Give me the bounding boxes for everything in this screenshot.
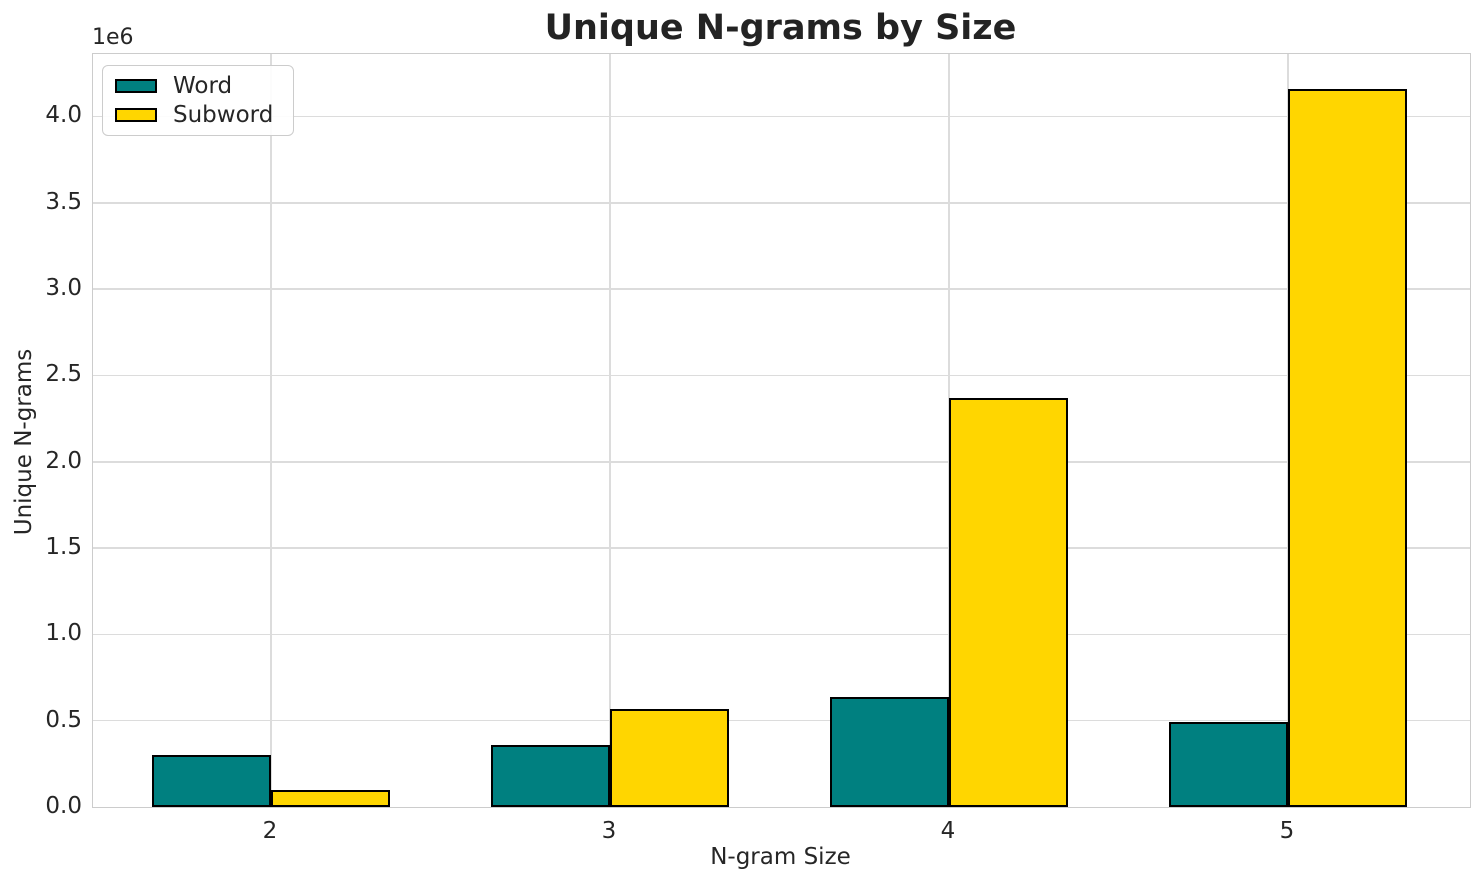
y-tick-label: 1.5 xyxy=(45,534,82,561)
bar-subword-4 xyxy=(948,397,1068,807)
y-tick-label: 2.5 xyxy=(45,361,82,388)
x-tick-label: 2 xyxy=(262,818,278,844)
gridline-horizontal xyxy=(93,719,1470,722)
x-tick-label: 4 xyxy=(940,818,956,844)
y-tick-label: 1.0 xyxy=(45,620,82,647)
legend-swatch-word xyxy=(115,79,157,93)
chart-title: Unique N-grams by Size xyxy=(544,8,1017,48)
x-tick-label: 5 xyxy=(1279,818,1295,844)
y-tick-label: 2.0 xyxy=(45,447,82,474)
bar-subword-2 xyxy=(270,789,390,807)
y-axis-offset-label: 1e6 xyxy=(92,25,134,50)
bar-subword-3 xyxy=(609,708,729,807)
gridline-horizontal xyxy=(93,115,1470,118)
gridline-horizontal xyxy=(93,374,1470,377)
x-axis-label: N-gram Size xyxy=(710,844,851,870)
bar-word-4 xyxy=(830,696,949,807)
gridline-horizontal xyxy=(93,461,1470,463)
bar-word-5 xyxy=(1169,722,1288,807)
y-tick-label: 4.0 xyxy=(45,102,82,129)
legend-label: Subword xyxy=(173,102,274,128)
x-tick-label: 3 xyxy=(601,818,617,844)
bar-word-3 xyxy=(491,744,610,807)
legend-item: Subword xyxy=(115,102,274,128)
plot-area: Word Subword xyxy=(92,53,1471,808)
gridline-horizontal xyxy=(93,547,1470,549)
legend-item: Word xyxy=(115,73,273,99)
gridline-vertical xyxy=(270,54,272,807)
y-tick-label: 0.0 xyxy=(45,793,82,819)
gridline-horizontal xyxy=(93,633,1470,636)
y-tick-label: 0.5 xyxy=(45,706,82,733)
y-tick-label: 3.5 xyxy=(45,188,82,215)
y-tick-label: 3.0 xyxy=(45,275,82,302)
legend-swatch-subword xyxy=(115,108,157,122)
bar-word-2 xyxy=(152,755,271,807)
legend-label: Word xyxy=(173,73,233,99)
legend: Word Subword xyxy=(102,65,295,136)
gridline-horizontal xyxy=(93,288,1470,290)
bar-subword-5 xyxy=(1287,88,1407,807)
gridline-horizontal xyxy=(93,202,1470,204)
gridline-vertical xyxy=(609,54,611,807)
